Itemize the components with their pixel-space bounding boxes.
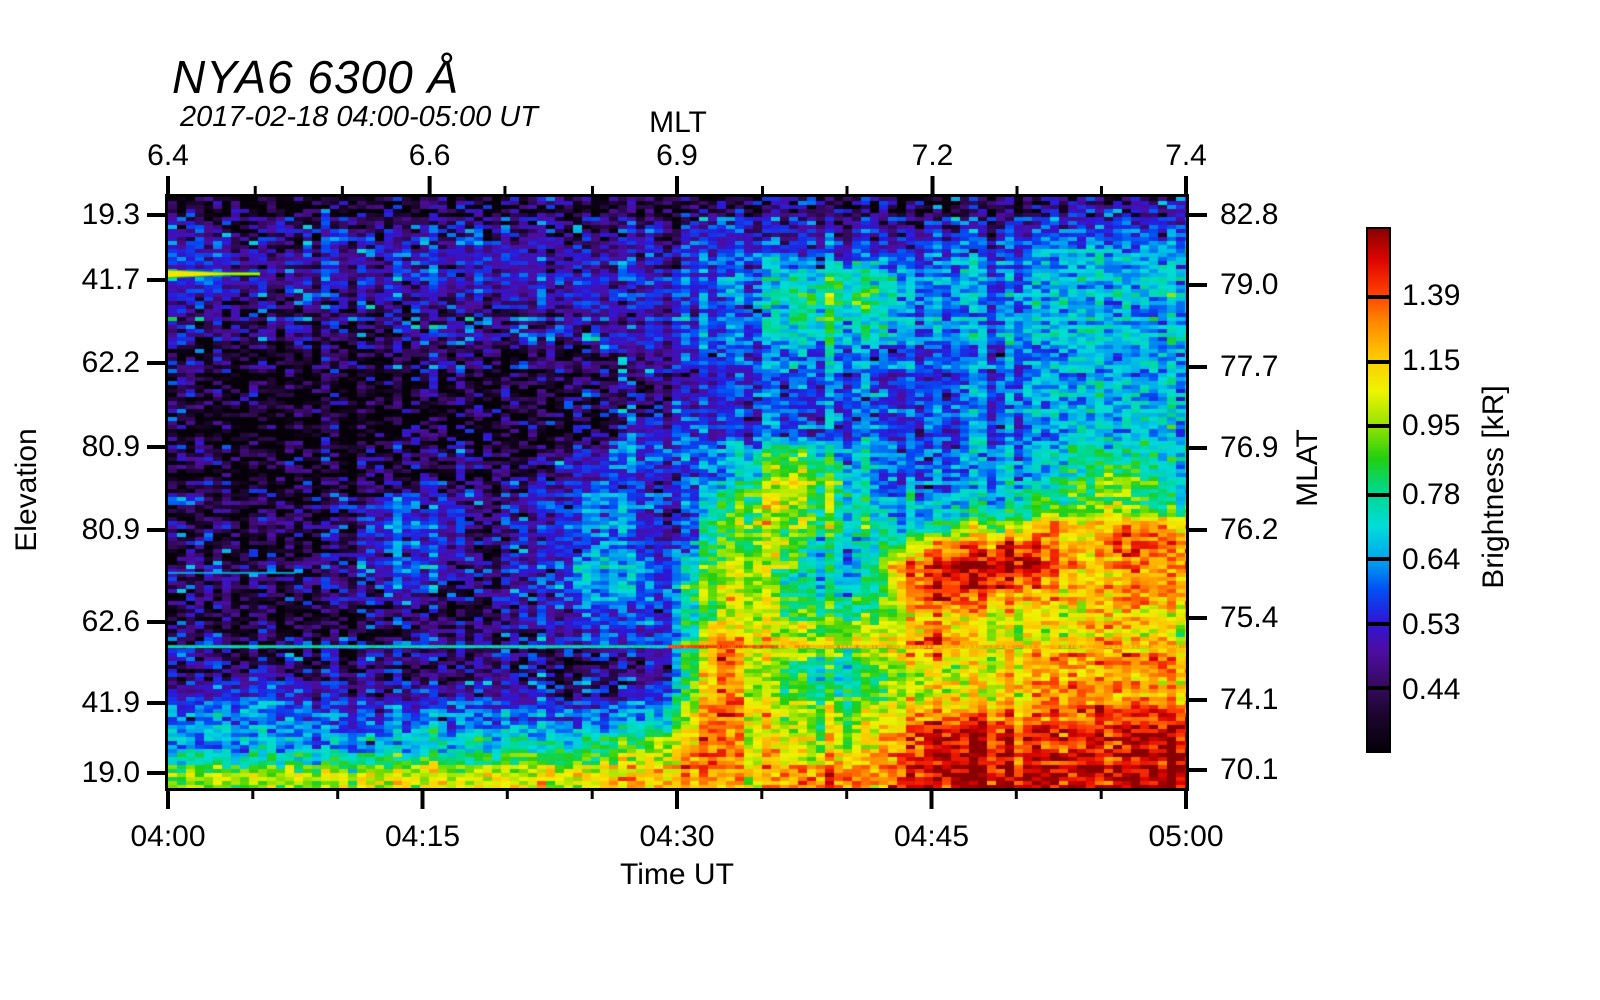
left-tick-label: 62.6	[81, 604, 140, 638]
right-tick-label: 76.2	[1220, 513, 1279, 547]
left-tick-label: 19.3	[81, 198, 140, 232]
colorbar-tick	[1368, 360, 1389, 364]
colorbar-tick	[1368, 492, 1389, 497]
bottom-tick-label: 04:00	[130, 820, 206, 853]
right-tick-label: 70.1	[1220, 752, 1279, 786]
colorbar-tick	[1368, 621, 1389, 626]
top-tick-label: 7.2	[911, 139, 954, 172]
top-tick-label: 6.6	[408, 139, 451, 172]
right-tick-label: 77.7	[1220, 349, 1279, 383]
colorbar-tick-label: 0.95	[1402, 408, 1461, 442]
right-tick-label: 82.8	[1220, 198, 1279, 232]
right-tick-label: 74.1	[1220, 683, 1279, 716]
plot-title: NYA6 6300 Å	[172, 51, 460, 103]
bottom-tick-label: 04:15	[384, 820, 461, 853]
top-tick-label: 6.9	[656, 139, 698, 172]
right-tick-label: 75.4	[1220, 601, 1279, 635]
left-tick-label: 41.7	[81, 262, 140, 296]
left-tick-label: 80.9	[81, 513, 140, 547]
colorbar-tick	[1368, 557, 1389, 562]
colorbar-tick-label: 1.39	[1402, 279, 1461, 312]
colorbar-tick-label: 0.44	[1402, 672, 1461, 706]
colorbar-tick	[1368, 424, 1389, 429]
left-tick-label: 19.0	[81, 755, 140, 789]
colorbar-tick-label: 0.53	[1402, 608, 1461, 642]
bottom-tick-label: 04:30	[639, 820, 715, 853]
bottom-tick-label: 04:45	[893, 820, 970, 853]
colorbar-tick-label: 0.64	[1402, 543, 1461, 576]
bottom-tick-label: 05:00	[1148, 820, 1224, 853]
bottom-axis-title: Time UT	[620, 858, 734, 891]
colorbar-tick	[1368, 686, 1389, 691]
left-tick-label: 80.9	[81, 429, 140, 463]
keogram-heatmap	[168, 197, 1186, 788]
colorbar-gradient	[1368, 229, 1389, 751]
colorbar-tick-label: 0.78	[1402, 477, 1461, 511]
colorbar-tick-label: 1.15	[1402, 344, 1461, 378]
top-tick-label: 6.4	[147, 139, 189, 172]
colorbar	[1366, 227, 1391, 753]
left-tick-label: 41.9	[81, 686, 140, 719]
left-axis-title: Elevation	[10, 428, 43, 552]
right-tick-label: 76.9	[1220, 430, 1279, 464]
colorbar-tick	[1368, 295, 1389, 300]
plot-subtitle: 2017-02-18 04:00-05:00 UT	[180, 101, 538, 133]
right-axis-title: MLAT	[1291, 429, 1324, 507]
colorbar-title: Brightness [kR]	[1477, 385, 1510, 589]
left-tick-label: 62.2	[81, 346, 140, 379]
top-tick-label: 7.4	[1165, 139, 1207, 172]
right-tick-label: 79.0	[1220, 267, 1279, 301]
top-axis-title: MLT	[649, 106, 707, 139]
